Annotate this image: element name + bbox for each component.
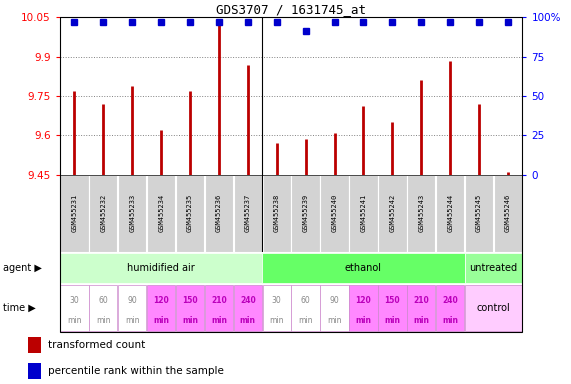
Text: percentile rank within the sample: percentile rank within the sample xyxy=(48,366,224,376)
Text: min: min xyxy=(356,316,372,324)
Bar xyxy=(320,175,349,252)
Text: min: min xyxy=(413,316,429,324)
Text: GSM455236: GSM455236 xyxy=(216,194,222,232)
Bar xyxy=(205,285,233,331)
Text: GSM455240: GSM455240 xyxy=(332,194,337,232)
Title: GDS3707 / 1631745_at: GDS3707 / 1631745_at xyxy=(216,3,366,16)
Bar xyxy=(118,175,146,252)
Bar xyxy=(320,285,349,331)
Bar xyxy=(147,285,175,331)
Text: GSM455232: GSM455232 xyxy=(100,194,106,232)
Bar xyxy=(465,253,522,283)
Bar xyxy=(262,253,465,283)
Text: min: min xyxy=(442,316,458,324)
Text: 120: 120 xyxy=(153,296,169,305)
Text: 210: 210 xyxy=(413,296,429,305)
Bar xyxy=(118,285,146,331)
Text: 240: 240 xyxy=(443,296,458,305)
Bar xyxy=(176,175,204,252)
Text: GSM455242: GSM455242 xyxy=(389,194,395,232)
Text: GSM455239: GSM455239 xyxy=(303,194,309,232)
Text: min: min xyxy=(384,316,400,324)
Bar xyxy=(349,285,377,331)
Bar xyxy=(494,175,522,252)
Bar xyxy=(263,175,291,252)
Text: 90: 90 xyxy=(329,296,339,305)
Text: min: min xyxy=(240,316,256,324)
Bar xyxy=(465,175,493,252)
Text: 150: 150 xyxy=(182,296,198,305)
Bar xyxy=(61,285,89,331)
Text: GSM455241: GSM455241 xyxy=(360,194,367,232)
Text: GSM455237: GSM455237 xyxy=(245,194,251,232)
Text: 60: 60 xyxy=(301,296,311,305)
Bar xyxy=(349,175,377,252)
Text: min: min xyxy=(125,316,139,324)
Bar xyxy=(61,175,89,252)
Text: 210: 210 xyxy=(211,296,227,305)
Text: 30: 30 xyxy=(272,296,282,305)
Bar xyxy=(436,175,464,252)
Text: min: min xyxy=(327,316,342,324)
Text: GSM455238: GSM455238 xyxy=(274,194,280,232)
Bar xyxy=(378,285,407,331)
Bar xyxy=(465,285,522,331)
Text: 240: 240 xyxy=(240,296,256,305)
Bar xyxy=(378,175,407,252)
Text: agent ▶: agent ▶ xyxy=(3,263,42,273)
Bar xyxy=(292,285,320,331)
Text: humidified air: humidified air xyxy=(127,263,195,273)
Bar xyxy=(436,285,464,331)
Bar xyxy=(234,285,262,331)
Text: GSM455244: GSM455244 xyxy=(447,194,453,232)
Text: min: min xyxy=(211,316,227,324)
Text: ethanol: ethanol xyxy=(345,263,382,273)
Text: GSM455231: GSM455231 xyxy=(71,194,78,232)
Text: min: min xyxy=(96,316,111,324)
Text: min: min xyxy=(67,316,82,324)
Text: GSM455246: GSM455246 xyxy=(505,194,511,232)
Bar xyxy=(292,175,320,252)
Bar xyxy=(407,285,436,331)
Bar xyxy=(205,175,233,252)
Bar xyxy=(29,338,41,353)
Text: 90: 90 xyxy=(127,296,137,305)
Text: min: min xyxy=(299,316,313,324)
Bar xyxy=(234,175,262,252)
Text: control: control xyxy=(477,303,510,313)
Bar xyxy=(147,175,175,252)
Bar xyxy=(29,363,41,379)
Text: min: min xyxy=(270,316,284,324)
Text: 150: 150 xyxy=(385,296,400,305)
Bar xyxy=(263,285,291,331)
Text: min: min xyxy=(182,316,198,324)
Text: 30: 30 xyxy=(70,296,79,305)
Text: transformed count: transformed count xyxy=(48,340,146,350)
Text: GSM455245: GSM455245 xyxy=(476,194,482,232)
Bar xyxy=(407,175,436,252)
Text: 120: 120 xyxy=(356,296,371,305)
Text: time ▶: time ▶ xyxy=(3,303,35,313)
Text: GSM455243: GSM455243 xyxy=(419,194,424,232)
Bar xyxy=(89,175,118,252)
Bar xyxy=(60,253,262,283)
Text: GSM455235: GSM455235 xyxy=(187,194,193,232)
Text: GSM455234: GSM455234 xyxy=(158,194,164,232)
Text: 60: 60 xyxy=(98,296,108,305)
Bar xyxy=(176,285,204,331)
Text: min: min xyxy=(153,316,169,324)
Bar xyxy=(89,285,118,331)
Text: untreated: untreated xyxy=(469,263,518,273)
Text: GSM455233: GSM455233 xyxy=(129,194,135,232)
